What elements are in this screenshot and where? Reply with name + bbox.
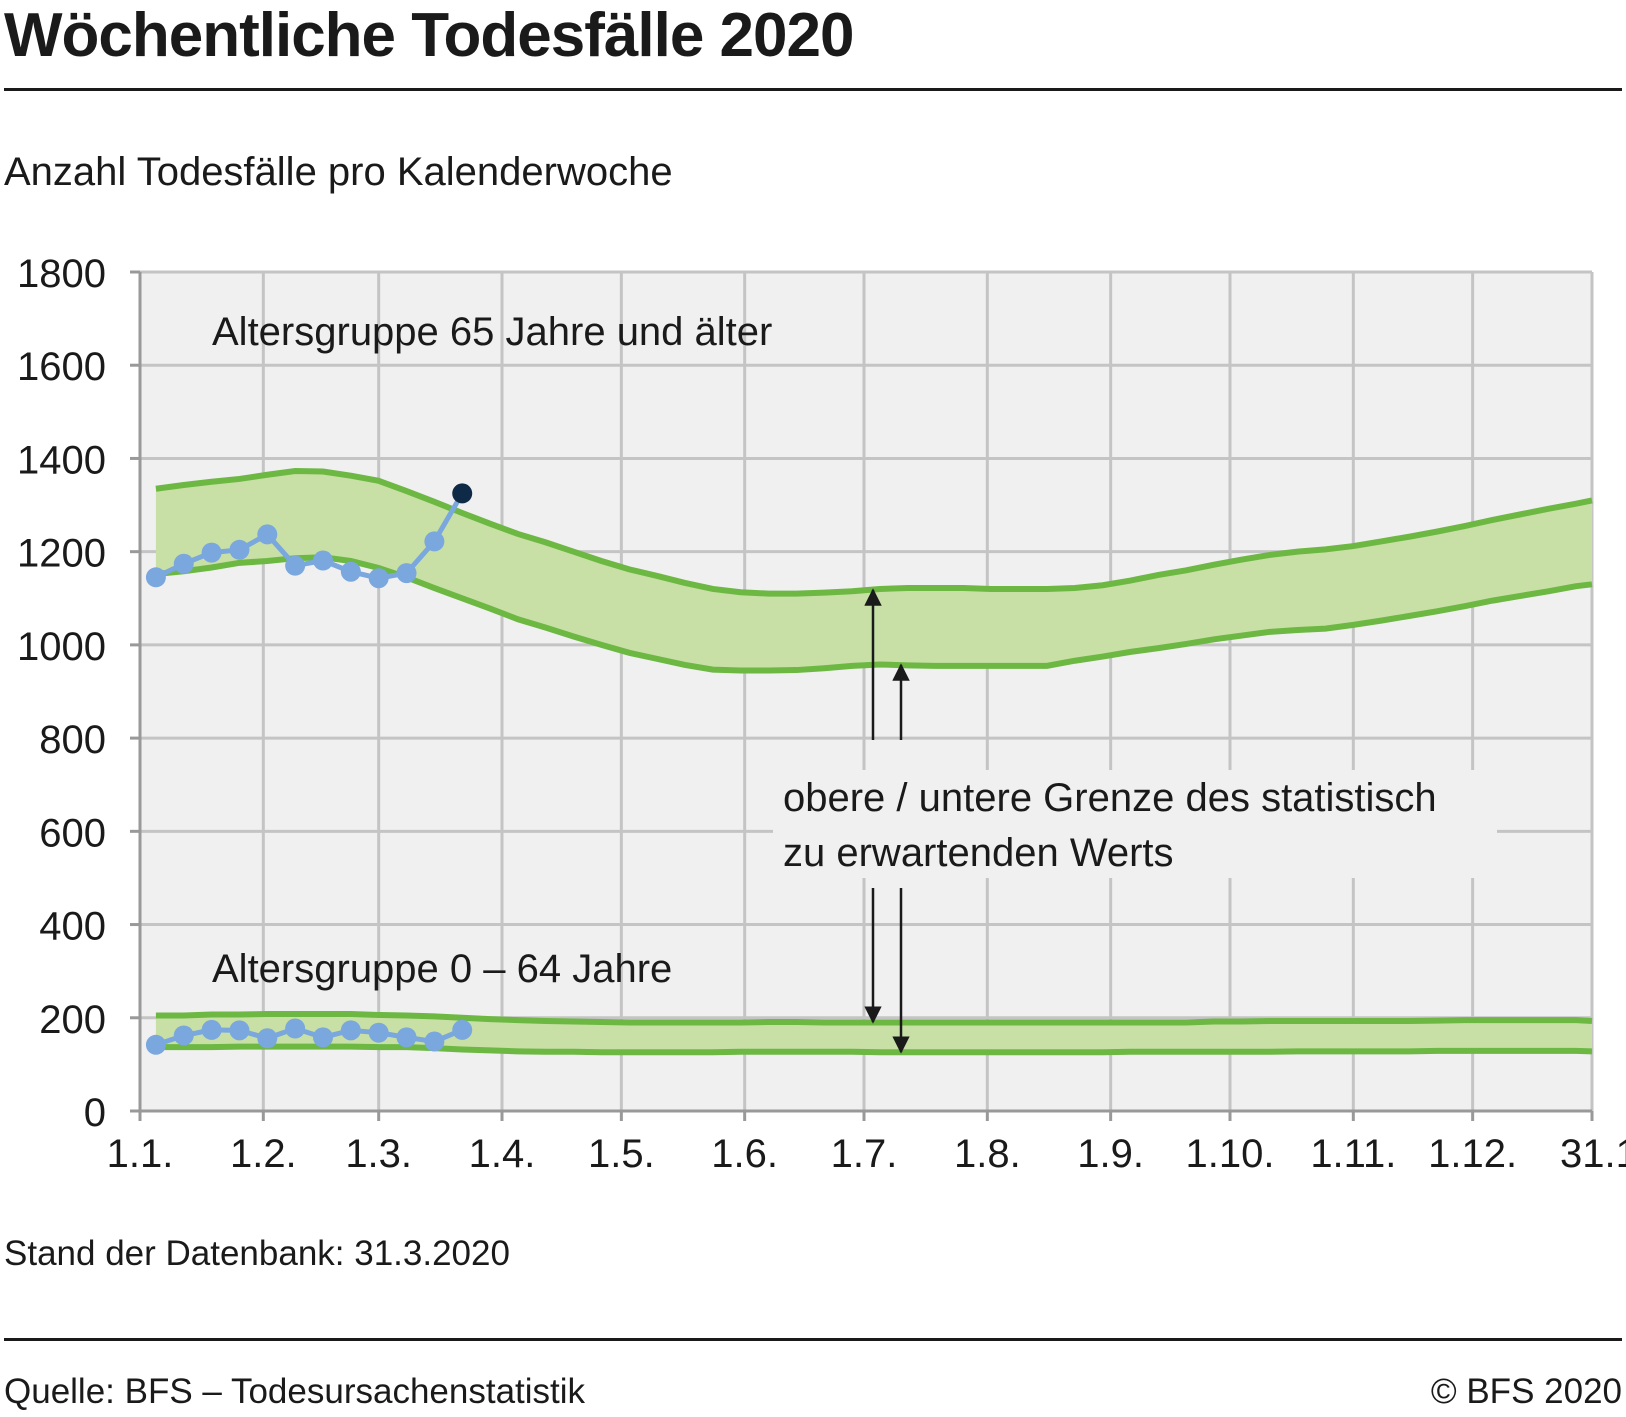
age-0-64-observed-point [452,1019,473,1040]
age-65-plus-observed-point [257,524,278,545]
age-65-plus-observed-point [340,561,361,582]
age-0-64-lower-limit-line [155,1043,1593,1056]
annotation-background [773,770,1497,878]
x-tick-label: 1.7. [831,1132,898,1176]
database-date-note: Stand der Datenbank: 31.3.2020 [4,1234,510,1273]
age-0-64-observed-point [229,1020,250,1041]
age-0-64-observed-point [368,1022,389,1043]
age-65-plus-expected-band [155,471,1592,671]
y-tick-label: 600 [39,811,106,855]
x-tick-label: 31.12. [1560,1132,1626,1176]
y-tick-label: 200 [39,998,106,1042]
y-tick-label: 0 [84,1091,106,1135]
annotation-line-1: obere / untere Grenze des statistisch [783,776,1437,820]
x-tick-label: 1.4. [469,1132,536,1176]
age-0-64-observed-point [201,1019,222,1040]
age-65-plus-observed-point [229,539,250,560]
y-tick-label: 1200 [17,532,106,576]
x-tick-label: 1.6. [711,1132,778,1176]
x-tick-label: 1.9. [1077,1132,1144,1176]
title-rule [4,88,1622,91]
annotation-line-2: zu erwartenden Werts [783,831,1174,875]
age-65-plus-observed-point [424,531,445,552]
y-tick-label: 1600 [17,345,106,389]
x-tick-label: 1.11. [1310,1132,1396,1176]
age-65-plus-observed-point [396,563,417,584]
y-tick-label: 1000 [17,625,106,669]
age-0-64-observed-point [312,1027,333,1048]
age-0-64-observed-point [145,1034,166,1055]
copyright-note: © BFS 2020 [1430,1372,1622,1411]
group-label-65-plus: Altersgruppe 65 Jahre und älter [212,310,772,354]
source-note: Quelle: BFS – Todesursachenstatistik [4,1372,586,1411]
x-tick-label: 1.10. [1186,1132,1275,1176]
age-65-plus-observed-point [173,553,194,574]
age-65-plus-observed-point [201,542,222,563]
age-65-plus-observed-point [145,567,166,588]
footer-rule [4,1338,1622,1341]
x-tick-label: 1.8. [954,1132,1021,1176]
age-0-64-observed-point [396,1027,417,1048]
x-tick-label: 1.2. [230,1132,297,1176]
chart-area: 0 200 400 600 800 1000 1200 1400 1600 1800 1.1. 1.2… [17,252,1626,1176]
plot-background [140,272,1592,1111]
unit-label: Anzahl Todesfälle pro Kalenderwoche [4,150,673,194]
y-tick-label: 800 [39,718,106,762]
age-0-64-observed-point [340,1020,361,1041]
chart-title: Wöchentliche Todesfälle 2020 [4,1,854,70]
y-tick-label: 400 [39,905,106,949]
age-65-plus-observed-point [285,555,306,576]
age-0-64-observed-point [285,1018,306,1039]
group-label-0-64: Altersgruppe 0 – 64 Jahre [212,947,672,991]
y-tick-label: 1800 [17,252,106,296]
x-tick-label: 1.5. [588,1132,655,1176]
age-65-plus-observed-point [312,550,333,571]
x-tick-label: 1.3. [345,1132,412,1176]
y-tick-label: 1400 [17,438,106,482]
x-tick-label: 1.12. [1428,1132,1517,1176]
age-0-64-observed-point [424,1031,445,1052]
age-65-plus-observed-point [368,568,389,589]
x-tick-label: 1.1. [107,1132,174,1176]
age-0-64-observed-point [173,1025,194,1046]
age-0-64-observed-point [257,1028,278,1049]
age-65-plus-latest-point [452,483,473,504]
